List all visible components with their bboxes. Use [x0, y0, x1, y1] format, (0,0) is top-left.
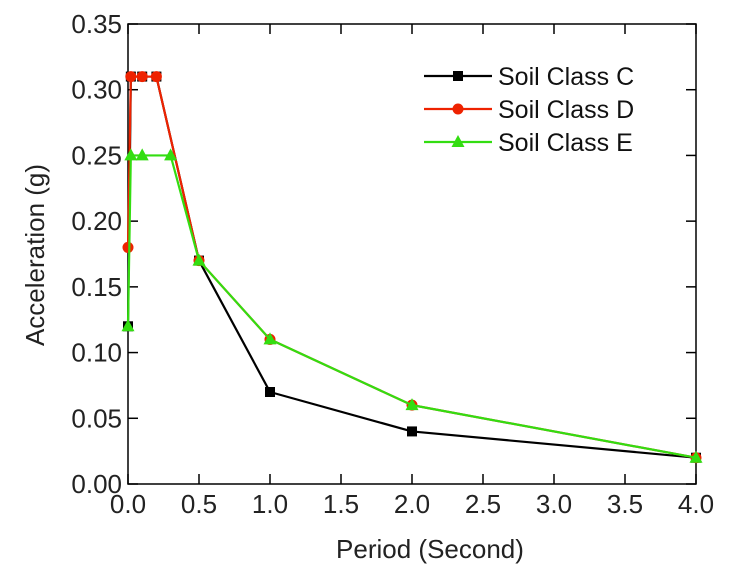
y-tick-label: 0.35 [71, 9, 122, 39]
series-layer [121, 71, 703, 464]
data-point [135, 148, 149, 161]
data-point [122, 241, 134, 253]
x-tick-label: 2.0 [394, 489, 430, 519]
legend: Soil Class C Soil Class D Soil Class E [424, 63, 634, 157]
legend-marker [453, 71, 463, 81]
data-point [263, 332, 277, 345]
x-tick-label: 1.5 [323, 489, 359, 519]
data-point [124, 148, 138, 161]
data-point [150, 71, 162, 83]
series-triangle [121, 148, 703, 463]
data-point [192, 253, 206, 266]
y-tick-label: 0.00 [71, 469, 122, 499]
legend-label: Soil Class D [498, 96, 634, 124]
axes: 0.00 0.05 0.10 0.15 0.20 0.25 0.30 0.35 0.0 0.5 1.… [71, 9, 714, 519]
legend-marker [452, 103, 464, 115]
y-tick-label: 0.25 [71, 140, 122, 170]
data-point [136, 71, 148, 83]
y-tick-label: 0.15 [71, 272, 122, 302]
data-point [265, 387, 275, 397]
x-tick-label: 0.0 [110, 489, 146, 519]
x-tick-label: 3.0 [536, 489, 572, 519]
x-axis-title: Period (Second) [336, 534, 524, 564]
series-line [126, 154, 697, 459]
x-tick-label: 3.5 [607, 489, 643, 519]
x-tick-label: 1.0 [252, 489, 288, 519]
data-point [689, 450, 703, 463]
legend-label: Soil Class E [498, 129, 633, 157]
y-tick-label: 0.30 [71, 75, 122, 105]
data-point [125, 71, 137, 83]
x-tick-label: 4.0 [678, 489, 714, 519]
y-tick-label: 0.10 [71, 338, 122, 368]
legend-marker [451, 135, 465, 147]
plot-frame [127, 23, 697, 485]
x-tick-label: 2.5 [465, 489, 501, 519]
y-axis-title: Acceleration (g) [20, 164, 50, 346]
x-tick-label: 0.5 [181, 489, 217, 519]
data-point [121, 319, 135, 332]
y-tick-label: 0.05 [71, 403, 122, 433]
y-tick-label: 0.20 [71, 206, 122, 236]
data-point [405, 398, 419, 411]
data-point [407, 426, 417, 437]
data-point [164, 148, 178, 161]
legend-label: Soil Class C [498, 63, 634, 91]
